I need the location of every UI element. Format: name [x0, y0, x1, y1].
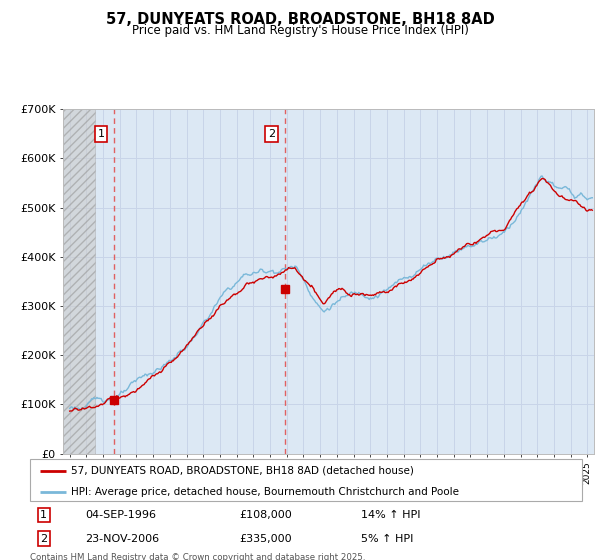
Bar: [63, 109, 95, 454]
Text: 2: 2: [40, 534, 47, 544]
Text: 2: 2: [268, 129, 275, 139]
Text: 1: 1: [97, 129, 104, 139]
Text: 57, DUNYEATS ROAD, BROADSTONE, BH18 8AD: 57, DUNYEATS ROAD, BROADSTONE, BH18 8AD: [106, 12, 494, 27]
Text: 1: 1: [40, 510, 47, 520]
Text: 23-NOV-2006: 23-NOV-2006: [85, 534, 160, 544]
Text: 14% ↑ HPI: 14% ↑ HPI: [361, 510, 421, 520]
Text: £108,000: £108,000: [240, 510, 293, 520]
Text: Price paid vs. HM Land Registry's House Price Index (HPI): Price paid vs. HM Land Registry's House …: [131, 24, 469, 36]
Text: 5% ↑ HPI: 5% ↑ HPI: [361, 534, 413, 544]
Text: HPI: Average price, detached house, Bournemouth Christchurch and Poole: HPI: Average price, detached house, Bour…: [71, 487, 460, 497]
Text: 04-SEP-1996: 04-SEP-1996: [85, 510, 156, 520]
FancyBboxPatch shape: [30, 459, 582, 501]
Text: 57, DUNYEATS ROAD, BROADSTONE, BH18 8AD (detached house): 57, DUNYEATS ROAD, BROADSTONE, BH18 8AD …: [71, 466, 414, 476]
Text: £335,000: £335,000: [240, 534, 292, 544]
Text: Contains HM Land Registry data © Crown copyright and database right 2025.
This d: Contains HM Land Registry data © Crown c…: [30, 553, 365, 560]
